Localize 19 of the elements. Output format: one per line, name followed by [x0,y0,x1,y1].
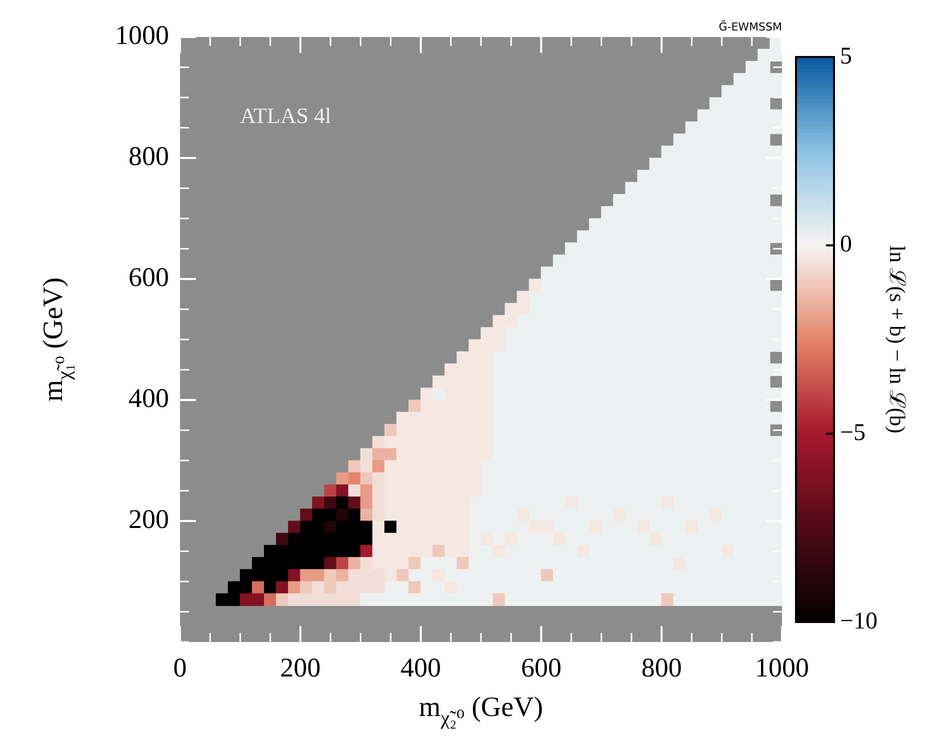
color-bar-label: 0 [840,232,852,258]
y-tick-label: 800 [128,141,169,172]
x-tick-label: 200 [280,652,321,682]
annotation: ATLAS 4l [240,102,332,128]
color-bar-label: 5 [840,43,852,70]
x-tick-label: 1000 [755,652,809,682]
color-bar-label: −5 [840,420,866,446]
y-tick-label: 1000 [115,20,169,50]
y-tick-label: 200 [128,504,169,534]
y-tick-label: 600 [128,262,169,292]
x-tick-label: 800 [641,652,682,682]
color-bar-title: ln ℒ(s + b) − ln ℒ(b) [885,246,910,434]
y-tick-label: 400 [128,383,169,414]
color-bar-label: −10 [840,608,878,634]
chart-title: G̃-EWMSSM [718,19,782,34]
x-tick-label: 400 [400,652,442,682]
x-tick-label: 0 [173,652,187,682]
x-tick-label: 600 [520,652,562,682]
y-axis-title: mχ̃₁⁰ (GeV) [38,277,76,402]
